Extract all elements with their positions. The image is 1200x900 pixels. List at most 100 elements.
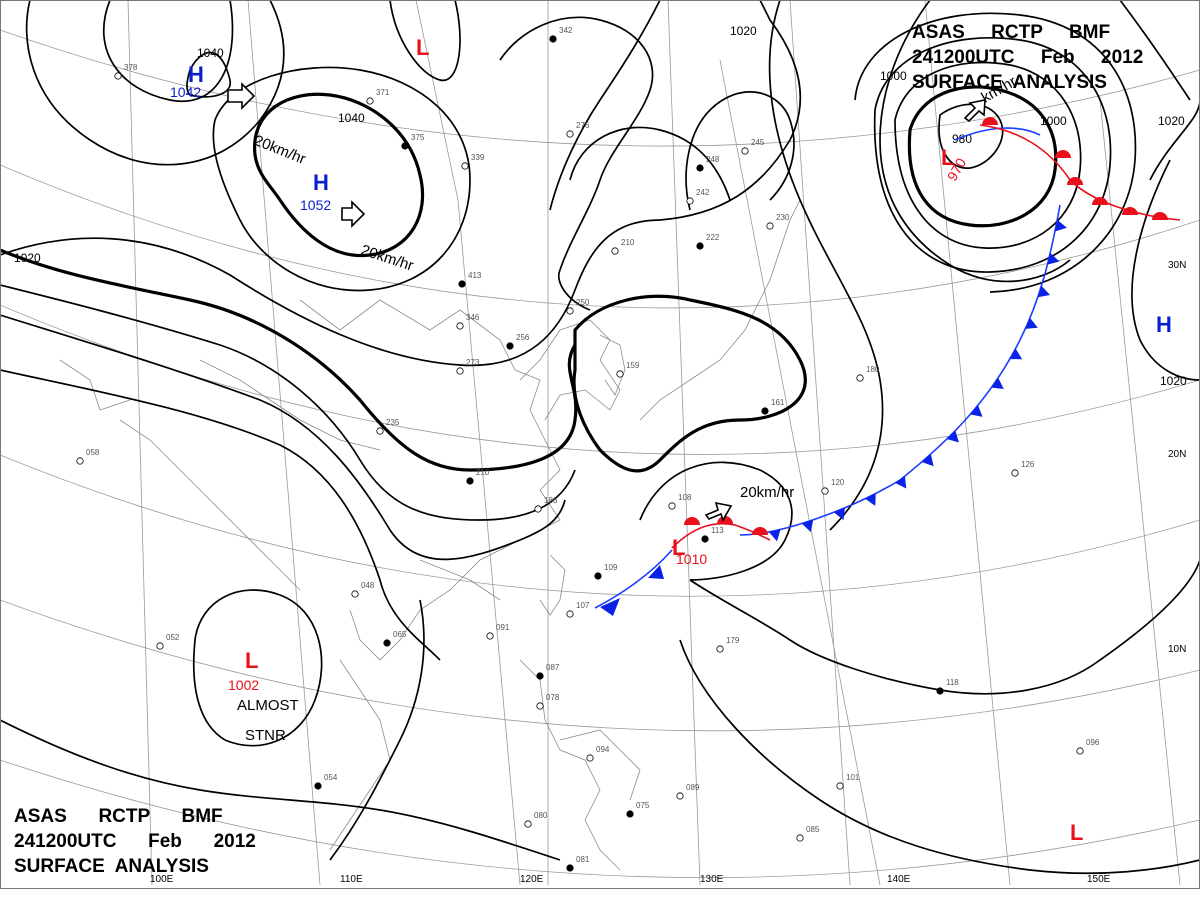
cold-front-triangle — [921, 454, 934, 467]
station-marker — [686, 197, 694, 205]
station-pressure: 058 — [86, 448, 100, 457]
header-title: ASAS RCTP BMF — [14, 806, 223, 827]
station-pressure: 242 — [696, 188, 710, 197]
header-time: 241200UTC Feb 2012 — [912, 47, 1143, 68]
cold-front-triangle — [895, 476, 907, 489]
warm-front-semicircle — [982, 117, 998, 125]
station-pressure: 186 — [544, 496, 558, 505]
station-marker — [376, 427, 384, 435]
longitude-label: 130E — [700, 874, 724, 885]
station-marker — [366, 97, 374, 105]
station-marker — [668, 502, 676, 510]
station-pressure: 339 — [471, 153, 485, 162]
warm-front-semicircle — [1092, 197, 1108, 205]
station-pressure: 210 — [476, 468, 490, 477]
station-pressure: 342 — [559, 26, 573, 35]
longitude-label: 150E — [1087, 874, 1111, 885]
low-pressure-value: 1010 — [676, 551, 707, 567]
pressure-centers: H 1042 H 1052 H L 970 L 1010 L 1002 L L — [170, 35, 1172, 845]
cold-front-triangle — [970, 405, 983, 417]
station-pressure: 080 — [534, 811, 548, 820]
warm-front-semicircle — [1152, 212, 1168, 220]
station-pressure: 091 — [496, 623, 510, 632]
station-pressure: 378 — [124, 63, 138, 72]
station-marker — [676, 792, 684, 800]
cold-front-triangle — [1047, 253, 1060, 265]
station-marker — [114, 72, 122, 80]
station-pressure: 052 — [166, 633, 180, 642]
station-marker — [761, 407, 769, 415]
station-pressure: 256 — [516, 333, 530, 342]
cold-front-triangle — [600, 598, 620, 616]
motion-arrow — [704, 501, 733, 522]
station-pressure: 250 — [576, 298, 590, 307]
isobar-labels: 1040 1040 1020 1020 1000 980 1000 1020 1… — [14, 24, 1187, 388]
station-marker — [566, 864, 574, 872]
isobar-label: 1000 — [880, 69, 907, 83]
station-pressure: 109 — [604, 563, 618, 572]
low-pressure-center: L — [1070, 820, 1083, 845]
station-pressure: 087 — [546, 663, 560, 672]
station-marker — [616, 370, 624, 378]
station-marker — [536, 672, 544, 680]
station-marker — [701, 535, 709, 543]
high-pressure-value: 1052 — [300, 197, 331, 213]
station-pressure: 048 — [361, 581, 375, 590]
station-marker — [856, 374, 864, 382]
station-marker — [696, 164, 704, 172]
latitude-label: 30N — [1168, 260, 1186, 271]
station-marker — [766, 222, 774, 230]
station-pressure: 054 — [324, 773, 338, 782]
station-marker — [486, 632, 494, 640]
cold-front — [594, 127, 1067, 616]
cold-front-triangle — [864, 493, 876, 506]
isobar-label: 1020 — [1160, 374, 1187, 388]
coastlines — [59, 199, 801, 871]
longitude-label: 140E — [887, 874, 911, 885]
station-pressure: 113 — [711, 526, 724, 535]
station-pressure: 161 — [771, 398, 785, 407]
station-pressure: 120 — [831, 478, 845, 487]
station-marker — [351, 590, 359, 598]
station-pressure: 248 — [706, 155, 720, 164]
longitude-label: 110E — [340, 874, 363, 885]
station-marker — [458, 280, 466, 288]
map-header-top: ASAS RCTP BMF 241200UTC Feb 2012 SURFACE… — [912, 22, 1143, 93]
station-marker — [611, 247, 619, 255]
isobar-label: 1000 — [1040, 114, 1067, 128]
station-marker — [506, 342, 514, 350]
motion-speed-label: 20km/hr — [359, 242, 416, 275]
motion-speed-label: 20km/hr — [740, 484, 794, 501]
coordinate-labels: 100E 110E 120E 130E 140E 150E 30N 20N 10… — [150, 260, 1186, 885]
station-marker — [696, 242, 704, 250]
warm-front-semicircle — [1067, 177, 1083, 185]
isobar-label: 1020 — [730, 24, 757, 38]
station-pressure: 276 — [576, 121, 590, 130]
isobars — [0, 0, 1200, 875]
low-pressure-center: L — [941, 145, 954, 170]
station-marker — [466, 477, 474, 485]
motion-arrow — [341, 200, 366, 228]
station-pressure: 346 — [466, 313, 480, 322]
cold-front-triangle — [768, 529, 781, 542]
isobar-label: 1020 — [1158, 114, 1185, 128]
station-pressure: 126 — [1021, 460, 1035, 469]
motion-speed-label: 20km/hr — [252, 132, 309, 168]
station-pressure: 375 — [411, 133, 425, 142]
warm-front-semicircle — [1122, 207, 1138, 215]
station-marker — [1011, 469, 1019, 477]
map-header-bottom: ASAS RCTP BMF 241200UTC Feb 2012 SURFACE… — [14, 806, 256, 877]
station-marker — [536, 702, 544, 710]
station-pressure: 107 — [576, 601, 590, 610]
header-time: 241200UTC Feb 2012 — [14, 831, 256, 852]
cold-front-triangle — [648, 565, 664, 579]
warm-front-semicircle — [684, 517, 700, 525]
header-product: SURFACE ANALYSIS — [14, 856, 209, 877]
cold-front-triangle — [1025, 317, 1038, 329]
station-marker — [461, 162, 469, 170]
high-pressure-center: H — [313, 170, 329, 195]
station-pressure: 210 — [621, 238, 635, 247]
